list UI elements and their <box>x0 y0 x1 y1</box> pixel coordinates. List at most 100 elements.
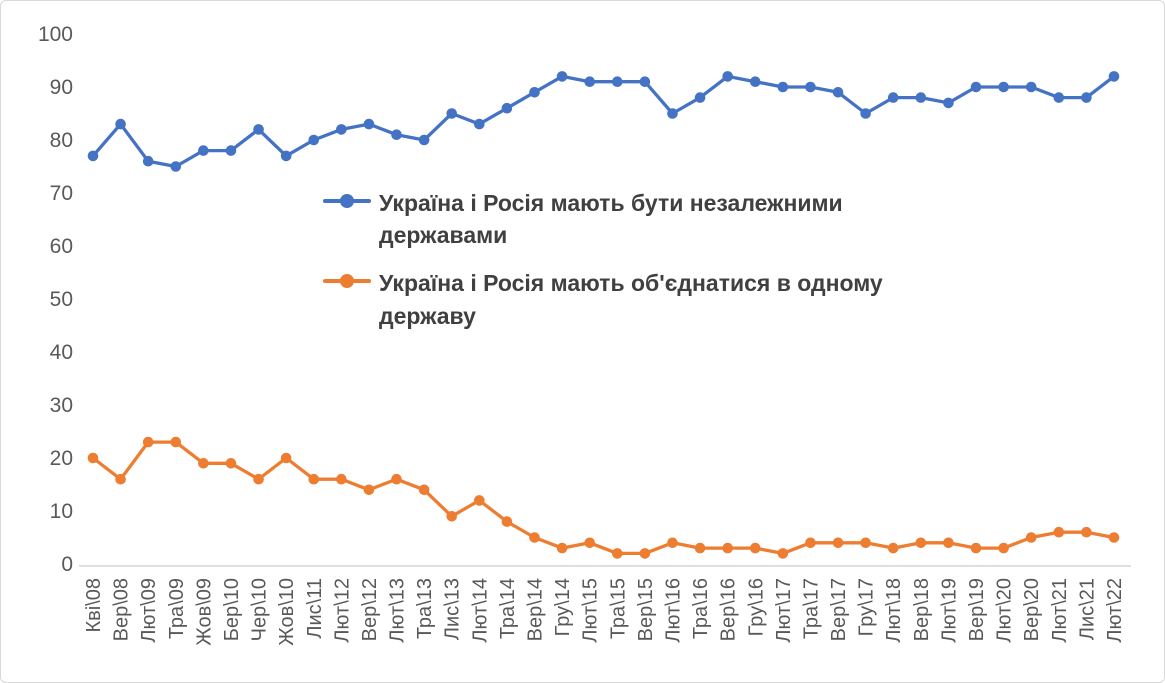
legend-marker-orange-line-dot-icon <box>323 267 371 295</box>
data-point-marker <box>943 97 954 109</box>
chart-legend: Україна і Росія мають бути незалежними д… <box>323 187 934 332</box>
x-tick-label: Вер\19 <box>966 578 988 641</box>
y-tick-label: 50 <box>50 288 73 311</box>
data-point-marker <box>1053 526 1065 538</box>
data-point-marker <box>418 134 430 146</box>
data-point-marker <box>501 102 513 114</box>
y-tick-label: 30 <box>50 394 73 417</box>
data-point-marker <box>115 473 126 485</box>
y-tick-label: 100 <box>38 23 73 46</box>
x-tick-label: Вер\14 <box>525 578 547 641</box>
data-point-marker <box>280 150 292 162</box>
data-point-marker <box>998 542 1009 554</box>
data-point-marker <box>115 118 126 130</box>
data-point-marker <box>694 542 706 554</box>
data-point-marker <box>639 76 651 87</box>
x-tick-label: Лют\20 <box>994 578 1016 643</box>
y-tick-label: 80 <box>50 129 73 152</box>
legend-marker-blue-line-dot-icon <box>323 187 371 215</box>
x-tick-label: Лют\12 <box>331 578 353 643</box>
x-tick-label: Тра\13 <box>414 578 436 639</box>
x-tick-label: Лют\09 <box>138 578 160 643</box>
x-tick-label: Лют\22 <box>1104 578 1126 643</box>
y-tick-label: 10 <box>50 500 73 523</box>
data-point-marker <box>722 542 733 554</box>
data-point-marker <box>391 129 402 140</box>
data-point-marker <box>142 436 154 448</box>
x-tick-label: Лют\18 <box>883 578 905 643</box>
x-tick-label: Лют\15 <box>580 578 602 643</box>
x-tick-label: Тра\16 <box>690 578 712 639</box>
data-point-marker <box>253 473 264 485</box>
data-point-marker <box>363 118 375 130</box>
data-point-marker <box>391 473 402 485</box>
data-point-marker <box>225 458 237 469</box>
data-point-marker <box>87 150 99 162</box>
data-point-marker <box>611 76 623 87</box>
data-point-marker <box>1108 532 1120 543</box>
data-point-marker <box>832 87 844 98</box>
data-point-marker <box>970 81 982 93</box>
data-point-marker <box>694 92 706 103</box>
data-point-marker <box>170 436 182 448</box>
data-point-marker <box>805 537 816 549</box>
data-point-marker <box>418 484 430 496</box>
x-tick-label: Вер\12 <box>359 578 381 641</box>
data-point-marker <box>501 516 513 527</box>
data-point-marker <box>667 537 678 549</box>
x-tick-label: Лис\21 <box>1076 578 1098 640</box>
x-tick-label: Тра\09 <box>166 578 188 639</box>
legend-label-independent-states: Україна і Росія мають бути незалежними д… <box>379 190 843 249</box>
data-point-marker <box>446 511 458 522</box>
data-point-marker <box>887 542 899 554</box>
data-point-marker <box>198 145 209 156</box>
data-point-marker <box>1025 81 1037 93</box>
x-tick-label: Вер\17 <box>828 578 850 641</box>
y-tick-label: 70 <box>50 182 73 205</box>
data-point-marker <box>1053 92 1065 103</box>
data-point-marker <box>667 108 678 119</box>
data-point-marker <box>253 124 264 135</box>
data-point-marker <box>777 548 789 559</box>
series-line <box>91 74 1116 169</box>
data-point-marker <box>943 537 954 549</box>
legend-entry-unite-one-state: Україна і Росія мають об'єднатися в одно… <box>323 267 934 331</box>
data-point-marker <box>446 108 458 119</box>
data-point-marker <box>308 473 320 485</box>
data-point-marker <box>556 542 568 554</box>
data-point-marker <box>142 155 154 167</box>
x-tick-label: Тра\14 <box>497 578 519 639</box>
x-tick-label: Тра\17 <box>800 578 822 639</box>
x-tick-label: Чер\10 <box>249 578 271 641</box>
data-point-marker <box>87 452 99 464</box>
data-point-marker <box>1108 71 1120 82</box>
data-point-marker <box>170 161 182 172</box>
data-point-marker <box>860 108 871 119</box>
data-point-marker <box>529 532 540 543</box>
data-point-marker <box>336 124 347 135</box>
data-point-marker <box>970 542 982 554</box>
x-tick-label: Кві\08 <box>83 578 105 633</box>
legend-dot-icon <box>340 194 354 208</box>
data-point-marker <box>474 118 485 130</box>
x-tick-label: Лис\11 <box>304 578 326 639</box>
x-tick-label: Гру\17 <box>856 578 878 636</box>
data-point-marker <box>280 452 292 464</box>
data-point-marker <box>198 458 209 469</box>
data-point-marker <box>336 473 347 485</box>
legend-entry-independent-states: Україна і Росія мають бути незалежними д… <box>323 187 934 251</box>
x-tick-label: Вер\08 <box>111 578 133 641</box>
data-point-marker <box>363 484 375 496</box>
y-tick-label: 90 <box>50 76 73 99</box>
y-tick-label: 20 <box>50 447 73 470</box>
x-tick-label: Вер\18 <box>911 578 933 641</box>
data-point-marker <box>611 548 623 559</box>
x-tick-label: Жов\10 <box>276 578 298 646</box>
data-point-marker <box>887 92 899 103</box>
x-tick-label: Бер\10 <box>221 578 243 641</box>
x-tick-label: Гру\14 <box>552 578 574 636</box>
data-point-marker <box>860 537 871 549</box>
x-tick-label: Лют\13 <box>387 578 409 643</box>
